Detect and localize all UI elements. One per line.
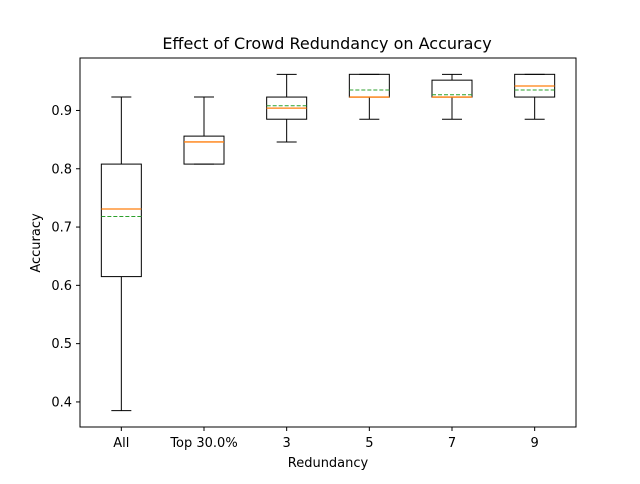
x-tick-label: 7 (448, 436, 456, 451)
x-tick-label: 9 (531, 436, 539, 451)
y-tick-label: 0.9 (51, 104, 72, 119)
y-axis-label: Accuracy (29, 213, 44, 273)
plot-area (100, 73, 556, 412)
x-tick-label: Top 30.0% (169, 436, 237, 451)
y-axis: 0.4 0.5 0.6 0.7 0.8 0.9 (51, 104, 80, 410)
box-group (183, 96, 225, 165)
y-tick-label: 0.6 (51, 279, 72, 294)
x-tick-label: All (113, 436, 129, 451)
y-tick-label: 0.4 (51, 395, 72, 410)
x-axis: All Top 30.0% 3 5 7 9 (113, 427, 539, 451)
x-tick-label: 5 (365, 436, 373, 451)
box-group (266, 73, 308, 143)
y-tick-label: 0.8 (51, 162, 72, 177)
y-tick-label: 0.7 (51, 221, 72, 236)
box-group (431, 73, 473, 120)
x-tick-label: 3 (283, 436, 291, 451)
x-axis-label: Redundancy (288, 456, 369, 471)
box-iqr (183, 135, 225, 165)
box-iqr (100, 163, 142, 278)
box-group (100, 96, 142, 412)
chart-title: Effect of Crowd Redundancy on Accuracy (162, 34, 491, 53)
y-tick-label: 0.5 (51, 337, 72, 352)
plot-frame (79, 57, 577, 428)
box-group (348, 73, 390, 120)
box-group (514, 73, 556, 120)
